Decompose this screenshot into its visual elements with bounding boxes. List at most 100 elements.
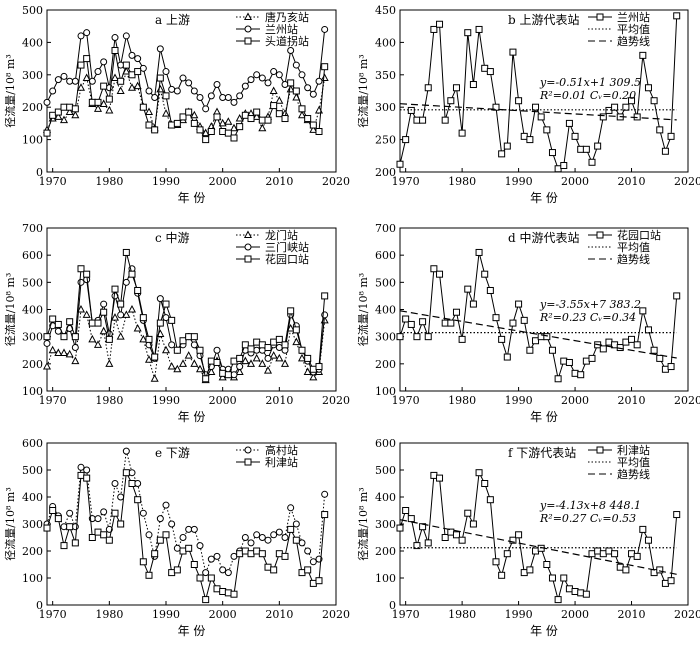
- data-point: [407, 106, 415, 114]
- legend-label: 趋势线: [617, 34, 650, 48]
- data-point: [413, 333, 421, 341]
- panel-4: 100 200 300 400 500 600 700 1970 1980 1990 2000 201…: [356, 222, 700, 424]
- data-point: [116, 86, 125, 94]
- data-point: [241, 547, 249, 555]
- data-point: [117, 311, 125, 319]
- data-point: [565, 358, 573, 366]
- data-point: [207, 555, 215, 563]
- legend-label: 平均值: [617, 241, 650, 254]
- data-point: [185, 333, 193, 341]
- data-point: [88, 98, 96, 106]
- data-point: [281, 341, 289, 349]
- data-point: [168, 341, 176, 349]
- data-point: [258, 341, 266, 349]
- data-point: [111, 509, 119, 517]
- data-point: [235, 113, 244, 122]
- data-point: [71, 523, 79, 531]
- data-point: [275, 96, 284, 104]
- data-point: [309, 558, 317, 566]
- data-point: [213, 585, 221, 593]
- data-point: [571, 588, 579, 595]
- data-point: [605, 338, 613, 346]
- data-point: [207, 574, 215, 582]
- data-point: [304, 115, 312, 123]
- data-point: [588, 550, 596, 558]
- data-point: [162, 314, 170, 322]
- legend-marker: [596, 446, 604, 454]
- data-point: [93, 340, 103, 348]
- data-point: [492, 558, 500, 566]
- data-point: [321, 25, 329, 33]
- data-point: [83, 466, 91, 474]
- data-point: [548, 149, 556, 157]
- data-point: [207, 367, 216, 375]
- data-point: [156, 319, 164, 327]
- data-point: [224, 129, 232, 137]
- data-point: [139, 64, 147, 72]
- data-point: [105, 84, 113, 92]
- data-point: [639, 51, 647, 59]
- y-tick-label: 500: [375, 464, 396, 477]
- data-point: [560, 574, 568, 582]
- data-point: [190, 359, 199, 367]
- data-point: [639, 525, 647, 533]
- series-line: [46, 50, 326, 141]
- data-point: [464, 285, 472, 293]
- data-point: [167, 361, 176, 370]
- data-point: [224, 117, 233, 125]
- y-tick-label: 450: [375, 4, 396, 17]
- data-point: [321, 511, 329, 519]
- data-point: [424, 539, 432, 547]
- y-tick-label: 100: [375, 572, 396, 585]
- data-point: [66, 77, 74, 85]
- legend-label: 高村站: [265, 443, 298, 457]
- data-point: [582, 590, 590, 598]
- x-tick-label: 2020: [322, 175, 350, 188]
- data-point: [111, 285, 119, 293]
- data-point: [71, 110, 80, 119]
- data-point: [145, 87, 153, 95]
- data-point: [94, 515, 102, 523]
- x-tick-label: 1980: [448, 608, 476, 621]
- data-point: [458, 335, 466, 343]
- x-tick-label: 1990: [505, 394, 533, 407]
- data-point: [241, 341, 249, 349]
- data-point: [173, 119, 181, 127]
- data-point: [263, 366, 273, 374]
- x-tick-label: 2010: [265, 394, 293, 407]
- y-axis-label: 径流量/10⁸ m³: [3, 54, 17, 127]
- data-point: [71, 333, 79, 341]
- x-tick-label: 1980: [448, 394, 476, 407]
- data-point: [275, 528, 283, 536]
- data-point: [503, 142, 511, 150]
- data-point: [202, 136, 210, 144]
- data-point: [122, 61, 130, 69]
- x-tick-label: 2000: [209, 394, 237, 407]
- data-point: [48, 345, 57, 354]
- data-point: [122, 469, 130, 477]
- x-tick-label: 2000: [561, 175, 589, 188]
- data-point: [133, 81, 142, 90]
- y-tick-label: 500: [22, 464, 43, 477]
- legend-marker: [596, 13, 604, 21]
- data-point: [144, 107, 154, 116]
- x-tick-label: 1990: [505, 175, 533, 188]
- data-point: [236, 363, 244, 371]
- y-axis-label: 径流量/10⁸ m³: [3, 273, 17, 346]
- data-point: [156, 295, 164, 303]
- legend-label: 头道拐站: [265, 34, 309, 48]
- data-point: [100, 508, 108, 516]
- data-point: [498, 571, 506, 579]
- data-point: [116, 332, 125, 340]
- y-tick-label: 350: [375, 69, 396, 82]
- legend-label: 兰州站: [265, 22, 298, 36]
- data-point: [207, 92, 215, 100]
- data-point: [582, 357, 590, 365]
- data-point: [475, 469, 483, 477]
- legend-label: 唐乃亥站: [265, 10, 309, 24]
- data-point: [515, 300, 523, 308]
- data-point: [309, 365, 317, 373]
- legend-label: 平均值: [617, 456, 650, 469]
- data-point: [594, 142, 602, 150]
